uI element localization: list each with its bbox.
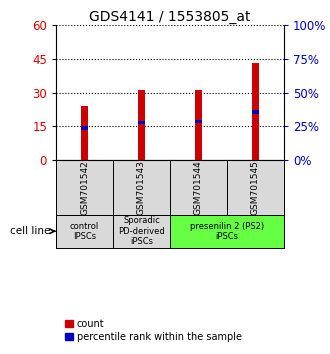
Bar <box>170 215 284 248</box>
Text: GSM701543: GSM701543 <box>137 160 146 215</box>
Bar <box>113 215 170 248</box>
Bar <box>195 90 202 160</box>
Bar <box>56 215 113 248</box>
Title: GDS4141 / 1553805_at: GDS4141 / 1553805_at <box>89 10 251 24</box>
Text: GSM701544: GSM701544 <box>194 160 203 215</box>
Bar <box>252 63 259 160</box>
Text: GSM701545: GSM701545 <box>251 160 260 215</box>
Legend: count, percentile rank within the sample: count, percentile rank within the sample <box>61 315 246 346</box>
Text: GSM701542: GSM701542 <box>80 160 89 215</box>
Bar <box>252 110 259 114</box>
Text: Sporadic
PD-derived
iPSCs: Sporadic PD-derived iPSCs <box>118 216 165 246</box>
Text: control
IPSCs: control IPSCs <box>70 222 99 241</box>
Bar <box>81 126 88 130</box>
Bar <box>195 120 202 123</box>
Text: presenilin 2 (PS2)
iPSCs: presenilin 2 (PS2) iPSCs <box>190 222 264 241</box>
Bar <box>138 121 145 125</box>
Bar <box>81 106 88 160</box>
Text: cell line: cell line <box>10 226 50 236</box>
Bar <box>138 90 145 160</box>
